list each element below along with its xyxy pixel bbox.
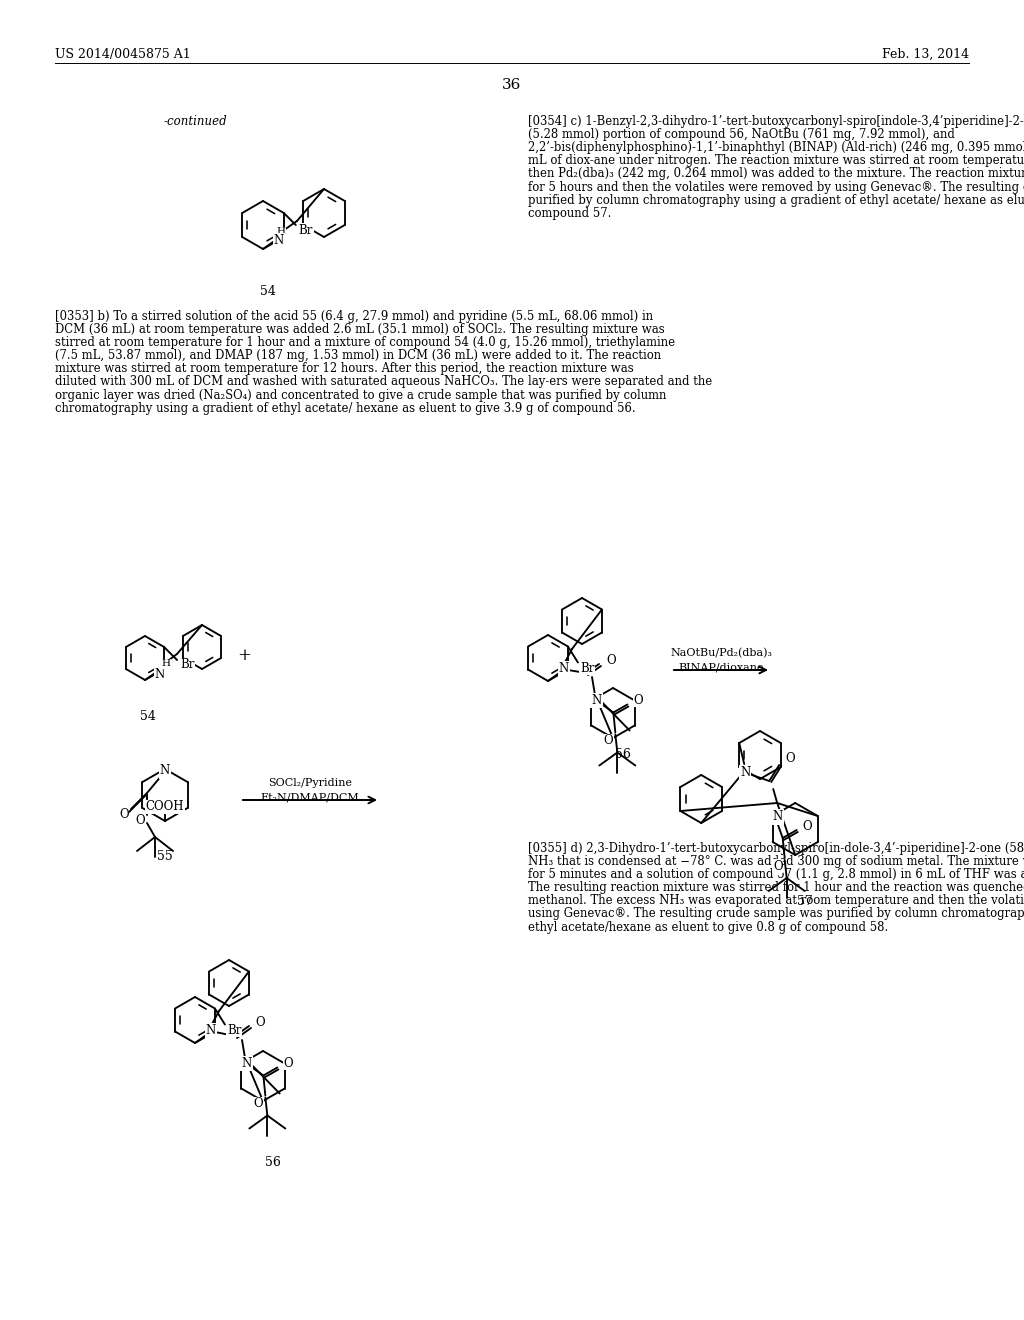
Text: O: O — [255, 1015, 264, 1028]
Text: 36: 36 — [503, 78, 521, 92]
Text: mL of diox-ane under nitrogen. The reaction mixture was stirred at room temperat: mL of diox-ane under nitrogen. The react… — [528, 154, 1024, 168]
Text: O: O — [634, 694, 643, 708]
Text: O: O — [254, 1097, 263, 1110]
Text: O: O — [785, 752, 795, 766]
Text: purified by column chromatography using a gradient of ethyl acetate/ hexane as e: purified by column chromatography using … — [528, 194, 1024, 207]
Text: organic layer was dried (Na₂SO₄) and concentrated to give a crude sample that wa: organic layer was dried (Na₂SO₄) and con… — [55, 388, 667, 401]
Text: 56: 56 — [615, 748, 631, 762]
Text: H: H — [162, 660, 171, 668]
Text: [0353] b) To a stirred solution of the acid 55 (6.4 g, 27.9 mmol) and pyridine (: [0353] b) To a stirred solution of the a… — [55, 310, 653, 323]
Text: 57: 57 — [798, 895, 813, 908]
Text: N: N — [559, 663, 569, 676]
Text: (7.5 mL, 53.87 mmol), and DMAP (187 mg, 1.53 mmol) in DCM (36 mL) were added to : (7.5 mL, 53.87 mmol), and DMAP (187 mg, … — [55, 350, 662, 362]
Text: H: H — [276, 227, 286, 236]
Text: using Genevac®. The resulting crude sample was purified by column chromatography: using Genevac®. The resulting crude samp… — [528, 908, 1024, 920]
Text: N: N — [206, 1024, 216, 1038]
Text: O: O — [803, 820, 812, 833]
Text: N: N — [591, 694, 601, 708]
Text: O: O — [603, 734, 613, 747]
Text: methanol. The excess NH₃ was evaporated at room temperature and then the volatil: methanol. The excess NH₃ was evaporated … — [528, 895, 1024, 907]
Text: Br: Br — [227, 1024, 242, 1038]
Text: Et₂N/DMAP/DCM: Et₂N/DMAP/DCM — [261, 792, 359, 803]
Text: 54: 54 — [140, 710, 156, 723]
Text: ethyl acetate/hexane as eluent to give 0.8 g of compound 58.: ethyl acetate/hexane as eluent to give 0… — [528, 920, 888, 933]
Text: N: N — [740, 767, 751, 780]
Text: 55: 55 — [157, 850, 173, 863]
Text: [0355] d) 2,3-Dihydro-1’-tert-butoxycarbonyl-spiro[in-dole-3,4’-piperidine]-2-on: [0355] d) 2,3-Dihydro-1’-tert-butoxycarb… — [528, 842, 1024, 855]
Text: O: O — [773, 859, 782, 873]
Text: 56: 56 — [265, 1156, 281, 1170]
Text: N: N — [242, 1057, 252, 1071]
Text: stirred at room temperature for 1 hour and a mixture of compound 54 (4.0 g, 15.2: stirred at room temperature for 1 hour a… — [55, 337, 675, 350]
Text: N: N — [772, 810, 782, 824]
Text: (5.28 mmol) portion of compound 56, NaOtBu (761 mg, 7.92 mmol), and: (5.28 mmol) portion of compound 56, NaOt… — [528, 128, 954, 141]
Text: O: O — [119, 808, 129, 821]
Text: US 2014/0045875 A1: US 2014/0045875 A1 — [55, 48, 190, 61]
Text: compound 57.: compound 57. — [528, 207, 611, 219]
Text: Br: Br — [299, 223, 313, 236]
Text: [0354] c) 1-Benzyl-2,3-dihydro-1’-tert-butoxycarbonyl-spiro[indole-3,4’piperidin: [0354] c) 1-Benzyl-2,3-dihydro-1’-tert-b… — [528, 115, 1024, 128]
Text: DCM (36 mL) at room temperature was added 2.6 mL (35.1 mmol) of SOCl₂. The resul: DCM (36 mL) at room temperature was adde… — [55, 323, 665, 337]
Text: chromatography using a gradient of ethyl acetate/ hexane as eluent to give 3.9 g: chromatography using a gradient of ethyl… — [55, 401, 636, 414]
Text: 2,2’-bis(diphenylphosphino)-1,1’-binaphthyl (BINAP) (Ald-rich) (246 mg, 0.395 mm: 2,2’-bis(diphenylphosphino)-1,1’-binapht… — [528, 141, 1024, 154]
Text: diluted with 300 mL of DCM and washed with saturated aqueous NaHCO₃. The lay-ers: diluted with 300 mL of DCM and washed wi… — [55, 375, 713, 388]
Text: mixture was stirred at room temperature for 12 hours. After this period, the rea: mixture was stirred at room temperature … — [55, 363, 634, 375]
Text: NH₃ that is condensed at −78° C. was added 300 mg of sodium metal. The mixture w: NH₃ that is condensed at −78° C. was add… — [528, 855, 1024, 869]
Text: COOH: COOH — [145, 800, 184, 813]
Text: N: N — [160, 764, 170, 777]
Text: O: O — [135, 814, 144, 828]
Text: NaOtBu/Pd₂(dba)₃: NaOtBu/Pd₂(dba)₃ — [670, 648, 772, 657]
Text: BINAP/dioxane: BINAP/dioxane — [678, 663, 764, 672]
Text: O: O — [606, 653, 615, 667]
Text: Br: Br — [580, 663, 594, 675]
Text: for 5 hours and then the volatiles were removed by using Genevac®. The resulting: for 5 hours and then the volatiles were … — [528, 181, 1024, 194]
Text: O: O — [284, 1057, 293, 1071]
Text: +: + — [238, 647, 251, 664]
Text: -continued: -continued — [163, 115, 226, 128]
Text: for 5 minutes and a solution of compound 57 (1.1 g, 2.8 mmol) in 6 mL of THF was: for 5 minutes and a solution of compound… — [528, 869, 1024, 882]
Text: 54: 54 — [260, 285, 275, 298]
Text: SOCl₂/Pyridine: SOCl₂/Pyridine — [268, 777, 352, 788]
Text: N: N — [273, 235, 284, 248]
Text: Br: Br — [180, 659, 195, 672]
Text: then Pd₂(dba)₃ (242 mg, 0.264 mmol) was added to the mixture. The reaction mixtu: then Pd₂(dba)₃ (242 mg, 0.264 mmol) was … — [528, 168, 1024, 181]
Text: N: N — [155, 668, 165, 681]
Text: Feb. 13, 2014: Feb. 13, 2014 — [882, 48, 969, 61]
Text: The resulting reaction mixture was stirred for 1 hour and the reaction was quenc: The resulting reaction mixture was stirr… — [528, 882, 1024, 895]
